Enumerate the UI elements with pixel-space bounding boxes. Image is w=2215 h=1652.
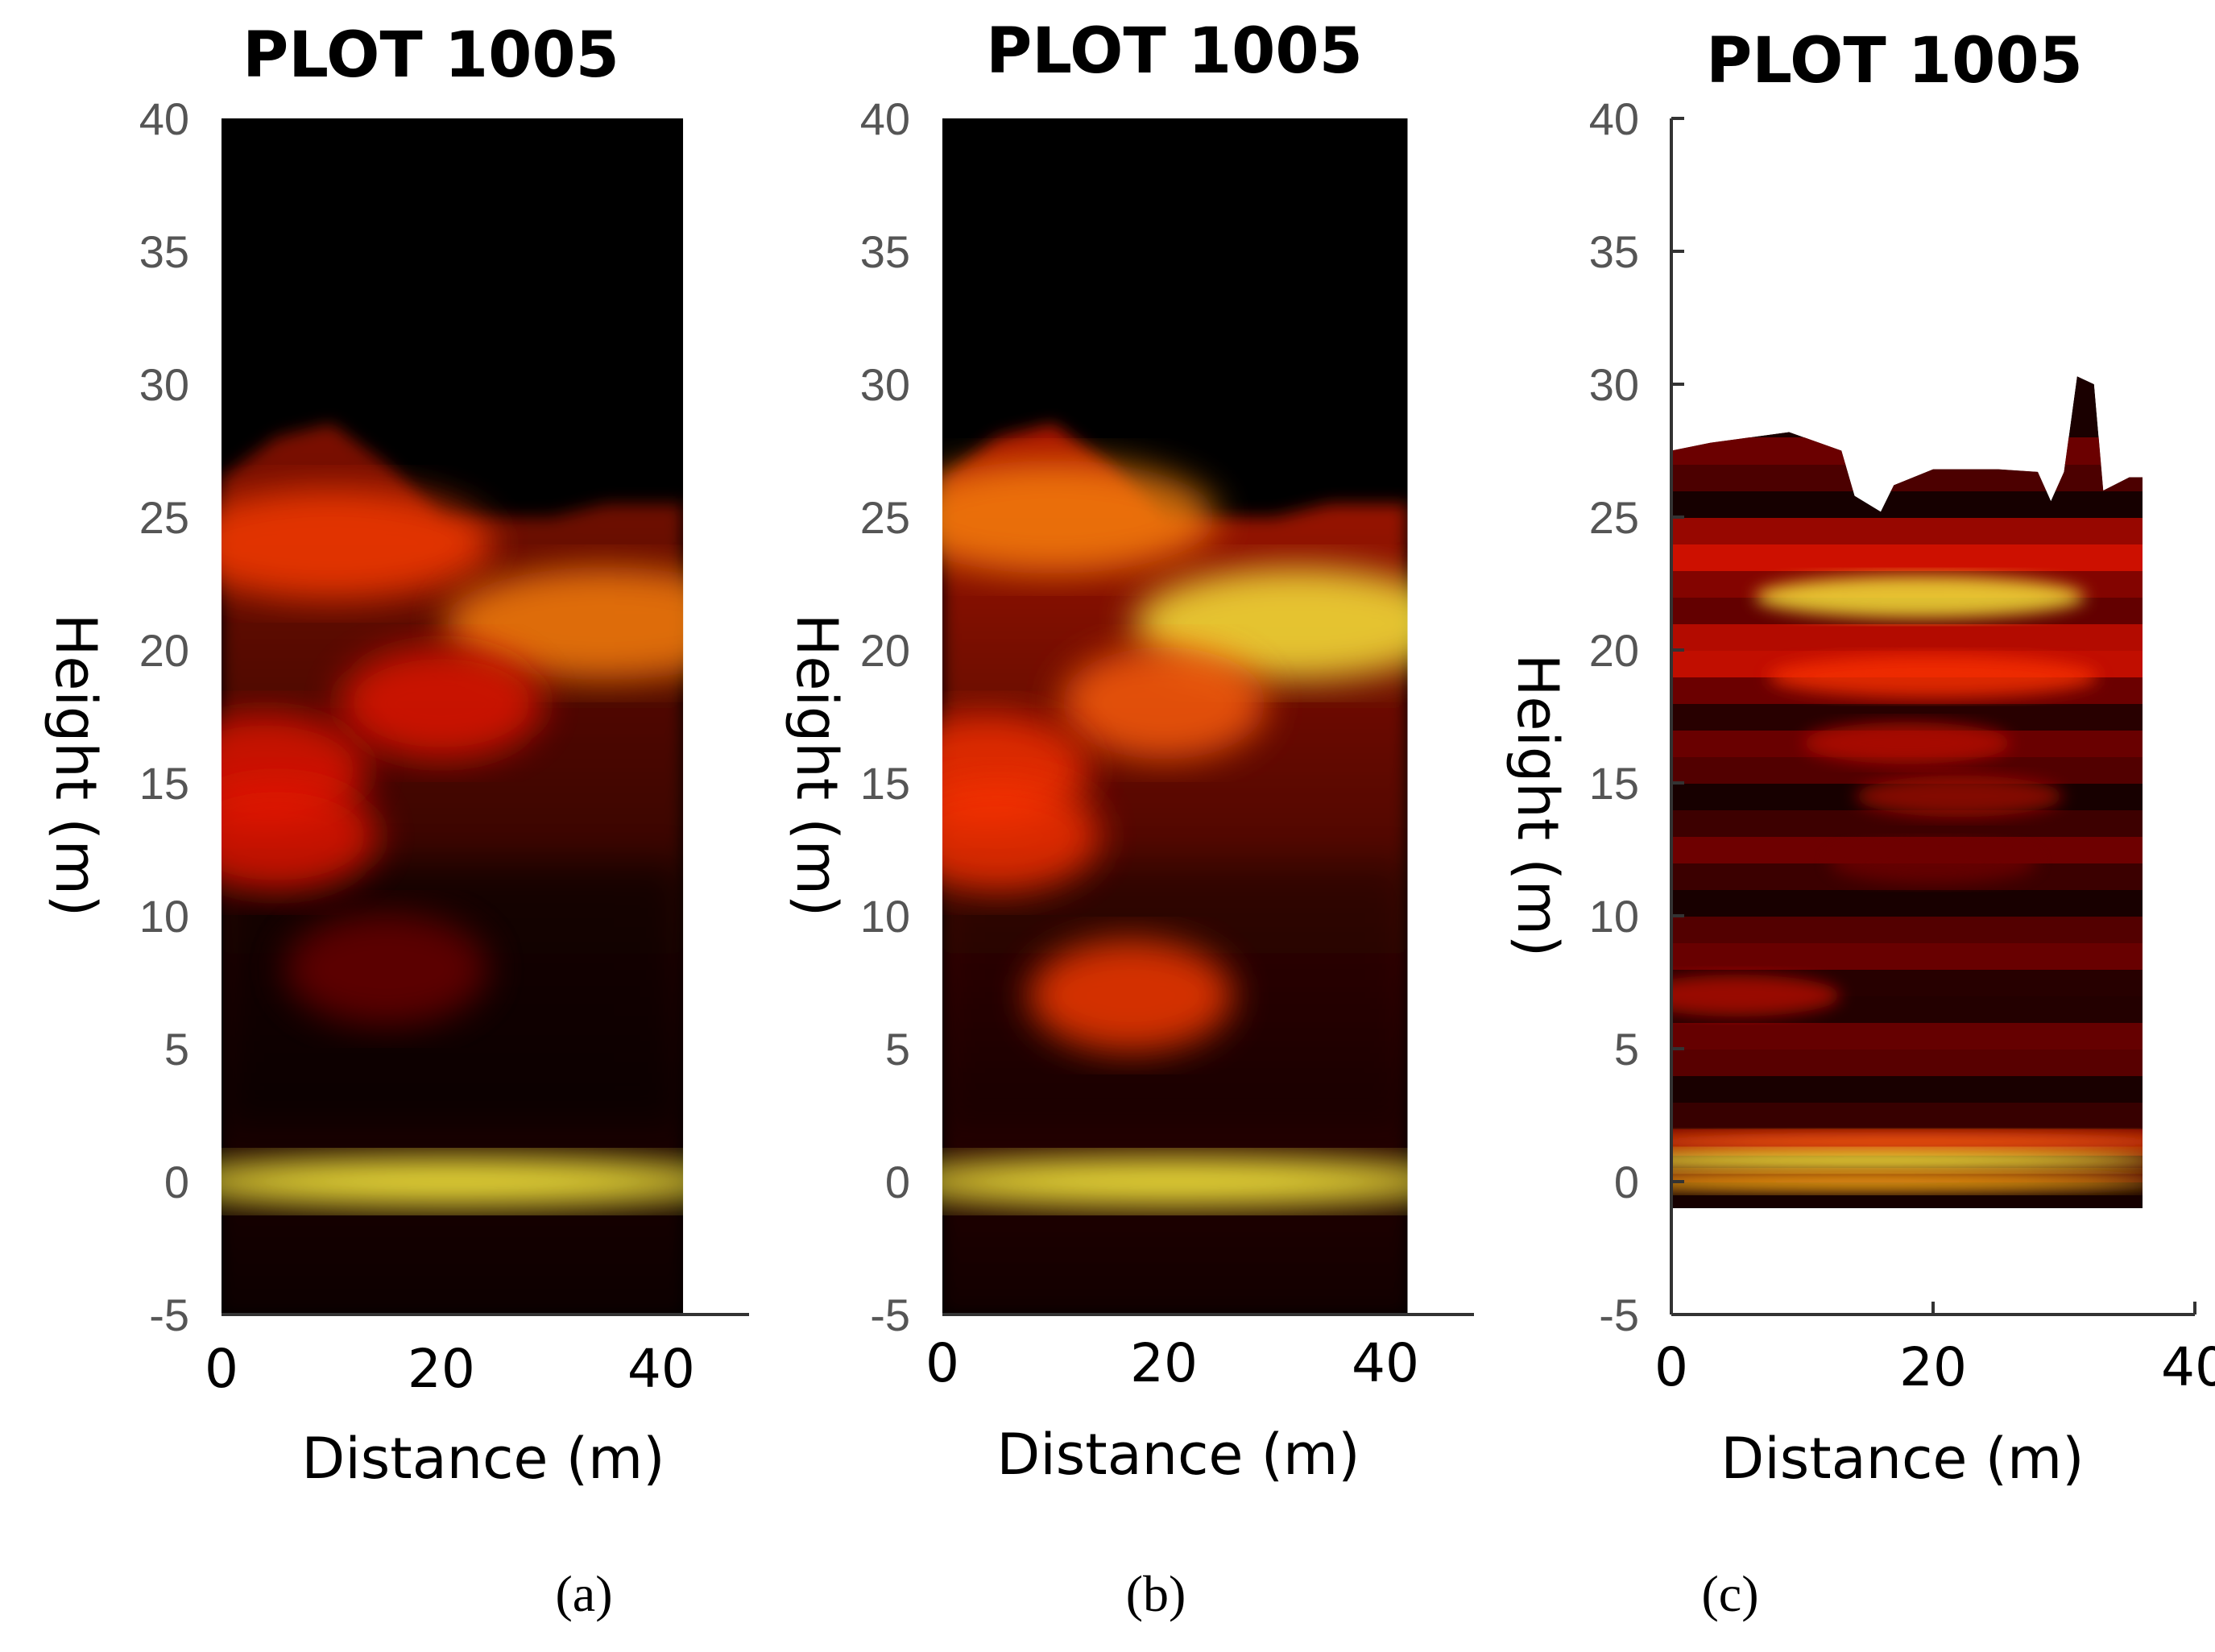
y-tick-label: 35 [860, 226, 910, 277]
panel-c-plot-area [1670, 118, 2195, 1316]
panel-c-layer-band [1671, 491, 2143, 518]
panel-c-layer-band [1671, 916, 2143, 943]
panel-a-ylabel: Height (m) [43, 614, 109, 917]
x-tick-label: 40 [627, 1338, 695, 1400]
y-tick-label: 35 [139, 226, 189, 277]
y-tick-label: 40 [1589, 93, 1639, 144]
panel-c-layer-band [1671, 464, 2143, 491]
panel-c-title: PLOT 1005 [1706, 25, 2083, 97]
x-tick-label: 20 [1899, 1336, 1967, 1398]
panel-c: PLOT 1005 -5 0 5 10 15 20 25 30 35 40 0 20 40 Dista… [1505, 25, 2215, 1622]
panel-b-intensity-hotspot [1028, 939, 1233, 1052]
y-tick-label: -5 [1599, 1290, 1639, 1340]
panel-c-ylabel: Height (m) [1505, 654, 1571, 957]
y-tick-label: 20 [139, 625, 189, 676]
panel-b-intensity-hotspot [942, 461, 1216, 573]
y-tick-label: 30 [860, 359, 910, 410]
panel-a-title: PLOT 1005 [242, 19, 619, 92]
x-tick-label: 40 [1352, 1332, 1419, 1394]
panel-c-layer-band [1671, 1049, 2143, 1076]
panel-c-layer-band [1671, 1102, 2143, 1129]
panel-b-y-ticks: -5 0 5 10 15 20 25 30 35 40 [860, 93, 910, 1340]
y-tick-label: 10 [139, 891, 189, 942]
panel-c-layer-band [1671, 544, 2143, 571]
panel-c-ground-return [1671, 1132, 2143, 1152]
panel-a-plot-area [222, 118, 749, 1316]
y-tick-label: 35 [1589, 226, 1639, 277]
panel-a-ground-return [222, 1157, 684, 1206]
panel-b-intensity-hotspot [1061, 647, 1267, 760]
y-tick-label: 40 [860, 93, 910, 144]
y-tick-label: 20 [860, 625, 910, 676]
y-tick-label: 15 [139, 758, 189, 809]
y-tick-label: -5 [870, 1290, 910, 1340]
y-tick-label: 30 [139, 359, 189, 410]
panel-a-sublabel: (a) [555, 1565, 612, 1622]
x-tick-label: 0 [925, 1332, 959, 1394]
panel-c-layer-band [1671, 942, 2143, 970]
y-tick-label: 40 [139, 93, 189, 144]
panel-b-ylabel: Height (m) [784, 614, 850, 917]
y-tick-label: 15 [860, 758, 910, 809]
panel-a-xlabel: Distance (m) [301, 1426, 664, 1492]
x-tick-label: 20 [1130, 1332, 1198, 1394]
panel-c-intensity-hotspot [1768, 656, 2098, 698]
panel-b-x-ticks: 0 20 40 [925, 1332, 1419, 1394]
y-tick-label: 20 [1589, 625, 1639, 676]
panel-c-intensity-hotspot [1855, 775, 2064, 818]
panel-c-layer-band [1671, 623, 2143, 651]
x-tick-label: 40 [2161, 1336, 2215, 1398]
x-tick-label: 0 [205, 1338, 238, 1400]
y-tick-label: 5 [1614, 1024, 1639, 1074]
panel-a-intensity-hotspot [445, 567, 684, 680]
panel-c-intensity-hotspot [1671, 975, 1840, 1016]
panel-a-intensity-hotspot [339, 647, 544, 760]
x-tick-label: 0 [1654, 1336, 1688, 1398]
y-tick-label: 30 [1589, 359, 1639, 410]
panel-a-y-ticks: -5 0 5 10 15 20 25 30 35 40 [139, 93, 189, 1340]
panel-b: PLOT 1005 -5 0 5 10 15 20 25 30 35 40 0 20 40 Dista… [784, 15, 1474, 1622]
panel-a: PLOT 1005 -5 0 5 10 15 20 25 30 35 40 0 20 40 Dista… [43, 19, 749, 1622]
y-tick-label: 10 [1589, 891, 1639, 942]
panel-b-xlabel: Distance (m) [996, 1422, 1360, 1488]
y-tick-label: 0 [1614, 1157, 1639, 1207]
panel-b-ground-return [942, 1157, 1408, 1206]
panel-b-intensity-hotspot [942, 780, 1100, 892]
y-tick-label: 25 [1589, 492, 1639, 543]
y-tick-label: 25 [139, 492, 189, 543]
y-tick-label: 15 [1589, 758, 1639, 809]
panel-b-sublabel: (b) [1126, 1565, 1186, 1622]
panel-c-layer-band [1671, 889, 2143, 917]
panel-a-intensity-hotspot [284, 913, 488, 1025]
y-tick-label: 0 [885, 1157, 910, 1207]
panel-a-intensity-hotspot [222, 487, 493, 600]
panel-c-intensity-hotspot [1829, 842, 2037, 884]
panel-c-sublabel: (c) [1701, 1565, 1758, 1622]
panel-c-layer-band [1671, 437, 2143, 465]
panel-c-layer-band [1671, 1022, 2143, 1050]
panel-a-x-ticks: 0 20 40 [205, 1338, 695, 1400]
panel-a-intensity-hotspot [222, 780, 379, 892]
y-tick-label: 5 [885, 1024, 910, 1074]
panel-c-y-ticks: -5 0 5 10 15 20 25 30 35 40 [1589, 93, 1684, 1340]
y-tick-label: 5 [164, 1024, 189, 1074]
panel-c-xlabel: Distance (m) [1720, 1426, 2084, 1492]
panel-c-ground-return [1671, 1172, 2143, 1191]
y-tick-label: 25 [860, 492, 910, 543]
panel-c-ground-return [1671, 1150, 2143, 1170]
panel-c-intensity-hotspot [1755, 576, 2085, 618]
y-tick-label: 10 [860, 891, 910, 942]
y-tick-label: -5 [149, 1290, 189, 1340]
panel-c-layer-band [1671, 1075, 2143, 1103]
panel-b-title: PLOT 1005 [986, 15, 1363, 88]
panel-c-layer-band [1671, 517, 2143, 544]
x-tick-label: 20 [408, 1338, 475, 1400]
panel-b-plot-area [942, 118, 1474, 1316]
panel-c-intensity-hotspot [1803, 722, 2011, 764]
panel-c-x-ticks: 0 20 40 [1654, 1302, 2215, 1398]
y-tick-label: 0 [164, 1157, 189, 1207]
